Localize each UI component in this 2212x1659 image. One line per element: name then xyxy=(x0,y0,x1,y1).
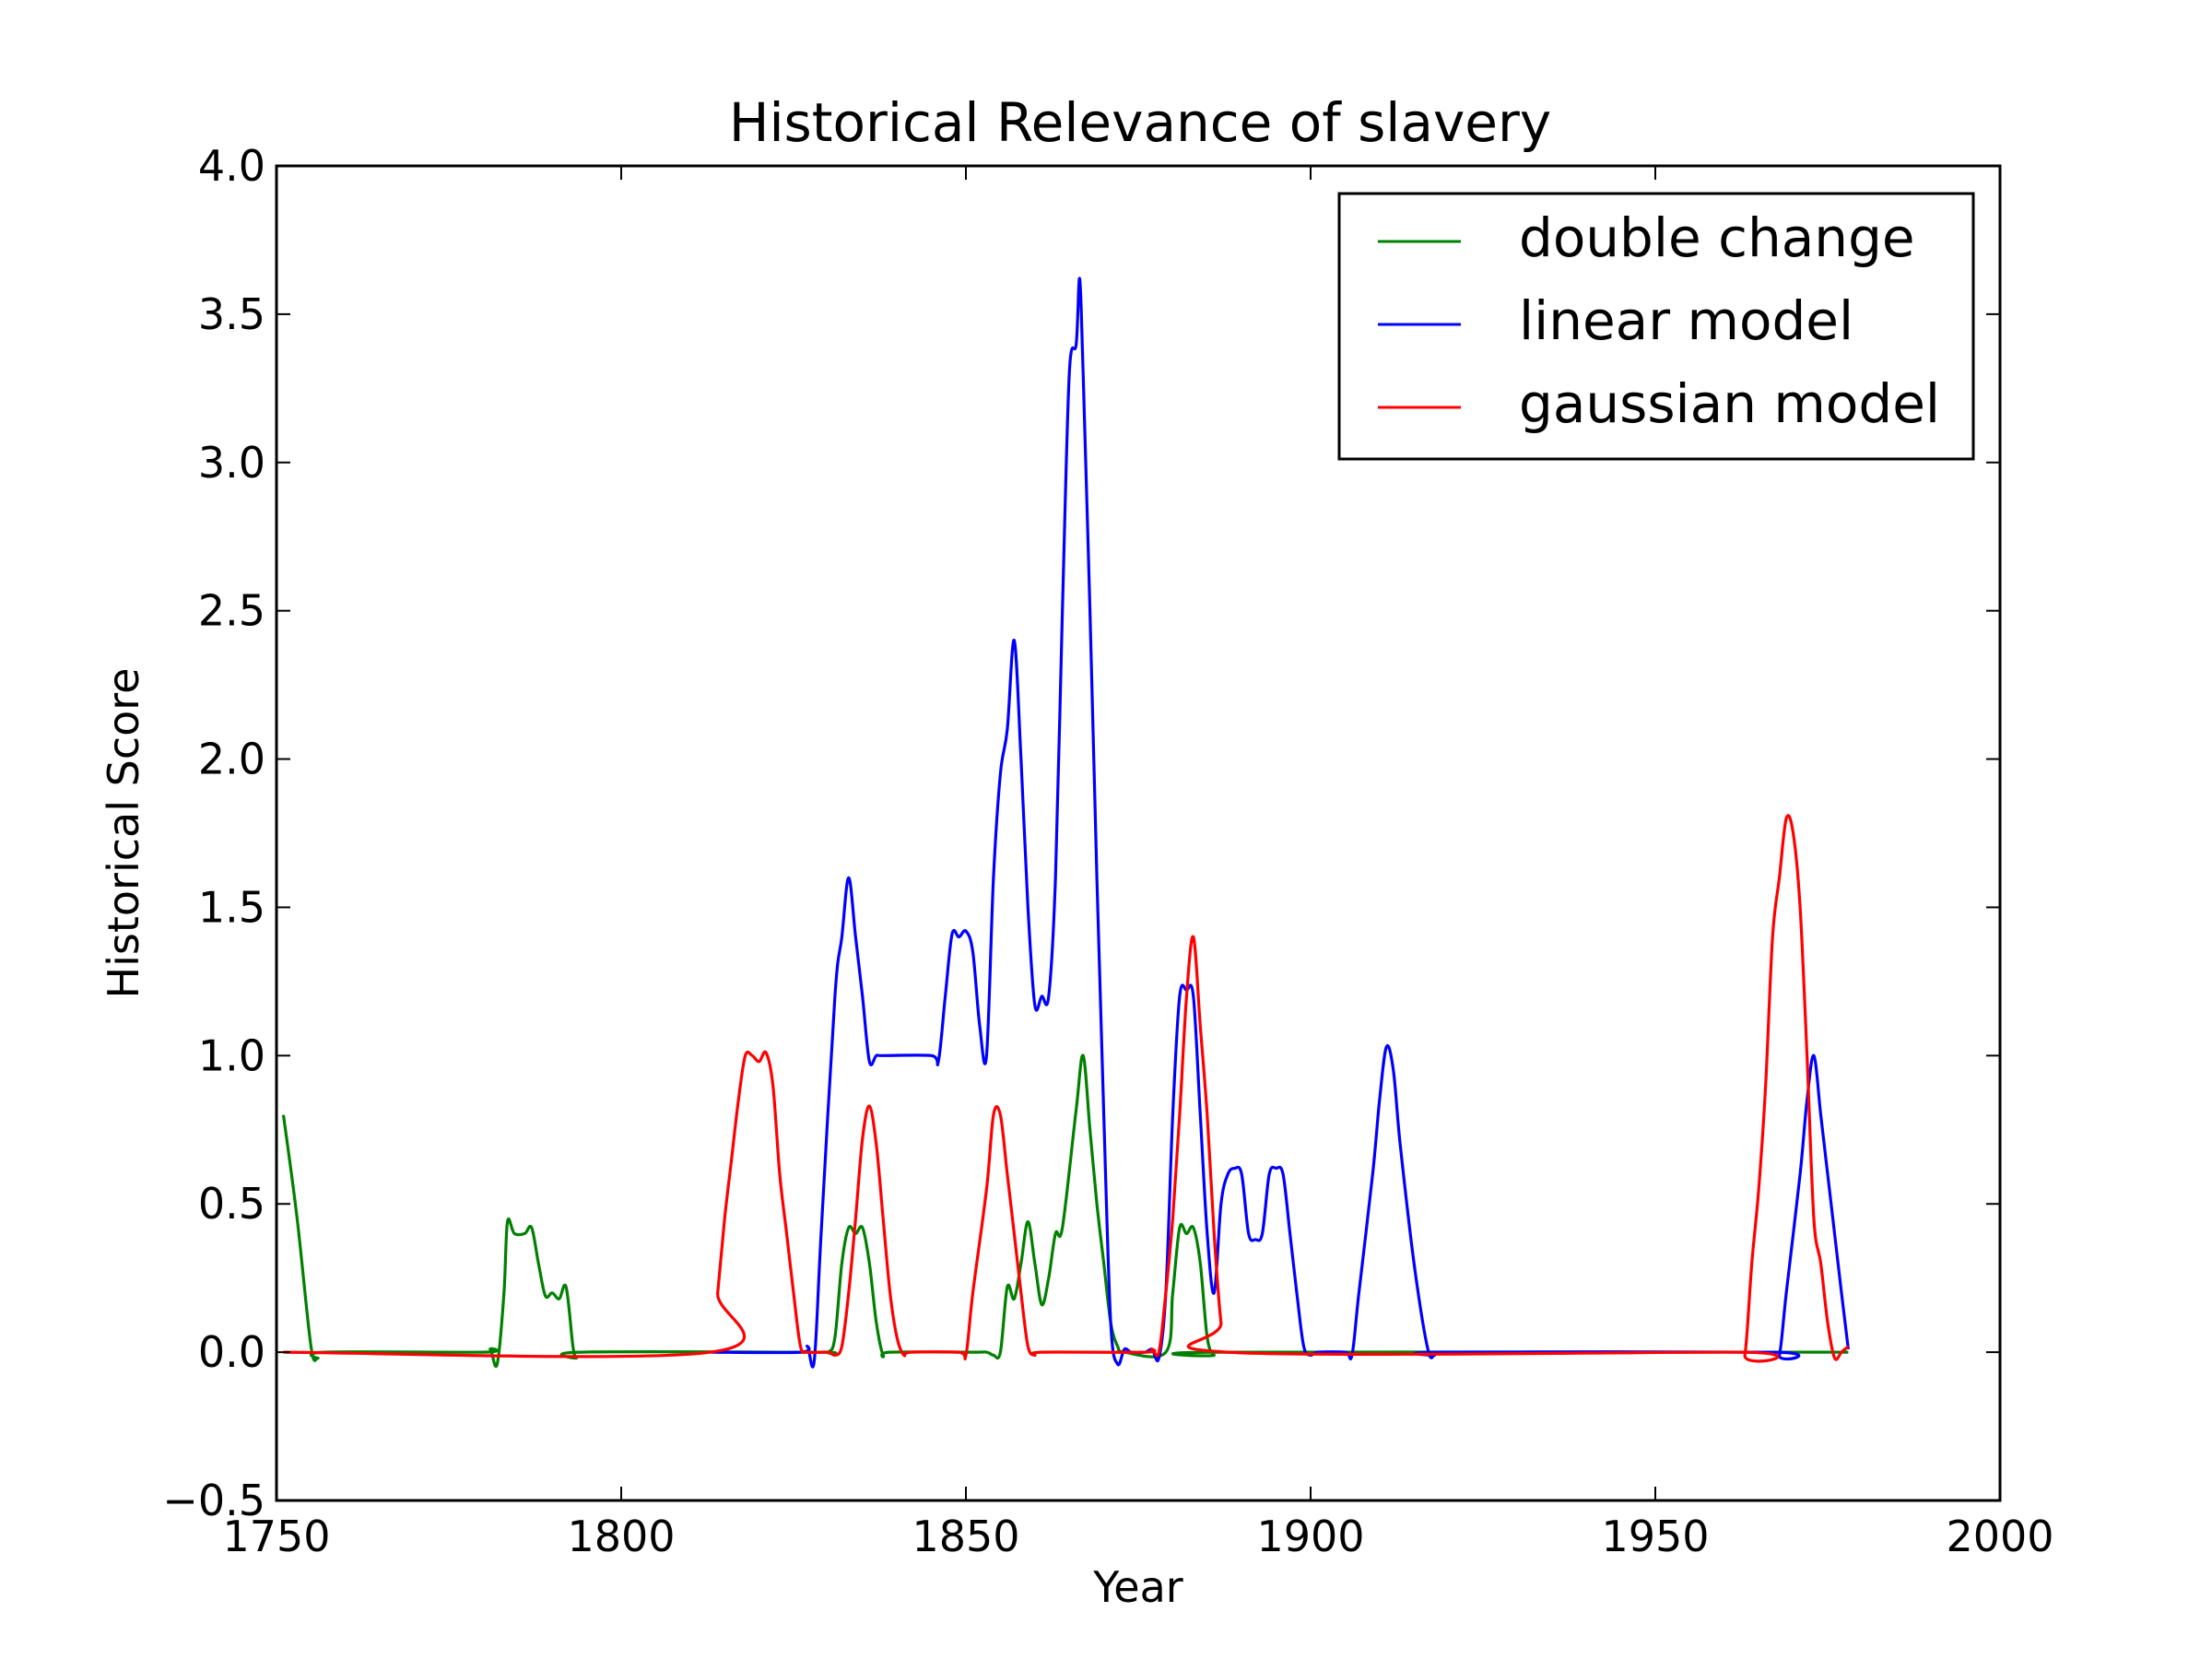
x-tick-label: 2000 xyxy=(1946,1512,2053,1561)
axes-frame xyxy=(275,164,2002,1502)
series-layer xyxy=(281,276,1850,1369)
y-tick-label: 3.5 xyxy=(198,289,265,339)
y-tick-label: 2.0 xyxy=(198,735,265,784)
y-tick-label: 1.5 xyxy=(198,882,265,932)
legend: double change linear model gaussian mode… xyxy=(1337,192,1975,461)
y-tick-label: 3.0 xyxy=(198,438,265,488)
plot-area: 1750 1800 1850 1900 1950 2000 −0.5 0.0 0.5 1.0 1.5… xyxy=(162,141,2053,1561)
chart-title: Historical Relevance of slavery xyxy=(729,91,1551,154)
series-line-gaussian-model xyxy=(283,814,1850,1363)
y-tick-label: 1.0 xyxy=(198,1030,265,1080)
y-tick-label: 0.5 xyxy=(198,1179,265,1229)
x-tick-label: 1950 xyxy=(1601,1512,1709,1561)
y-tick-label: −0.5 xyxy=(162,1476,265,1525)
tick-layer: 1750 1800 1850 1900 1950 2000 −0.5 0.0 0.5 1.0 1.5… xyxy=(162,141,2053,1561)
y-axis-label: Historical Score xyxy=(99,668,148,999)
y-tick-label: 0.0 xyxy=(198,1327,265,1377)
y-tick-label: 2.5 xyxy=(198,586,265,636)
legend-label-linear-model: linear model xyxy=(1519,289,1853,352)
y-tick-label: 4.0 xyxy=(198,141,265,191)
x-axis-label: Year xyxy=(1092,1562,1182,1612)
x-tick-label: 1900 xyxy=(1256,1512,1364,1561)
legend-label-double-change: double change xyxy=(1519,206,1915,269)
legend-label-gaussian-model: gaussian model xyxy=(1519,372,1940,435)
x-tick-label: 1800 xyxy=(567,1512,675,1561)
x-tick-label: 1750 xyxy=(222,1512,330,1561)
legend-box xyxy=(1337,192,1975,461)
x-tick-label: 1850 xyxy=(912,1512,1019,1561)
